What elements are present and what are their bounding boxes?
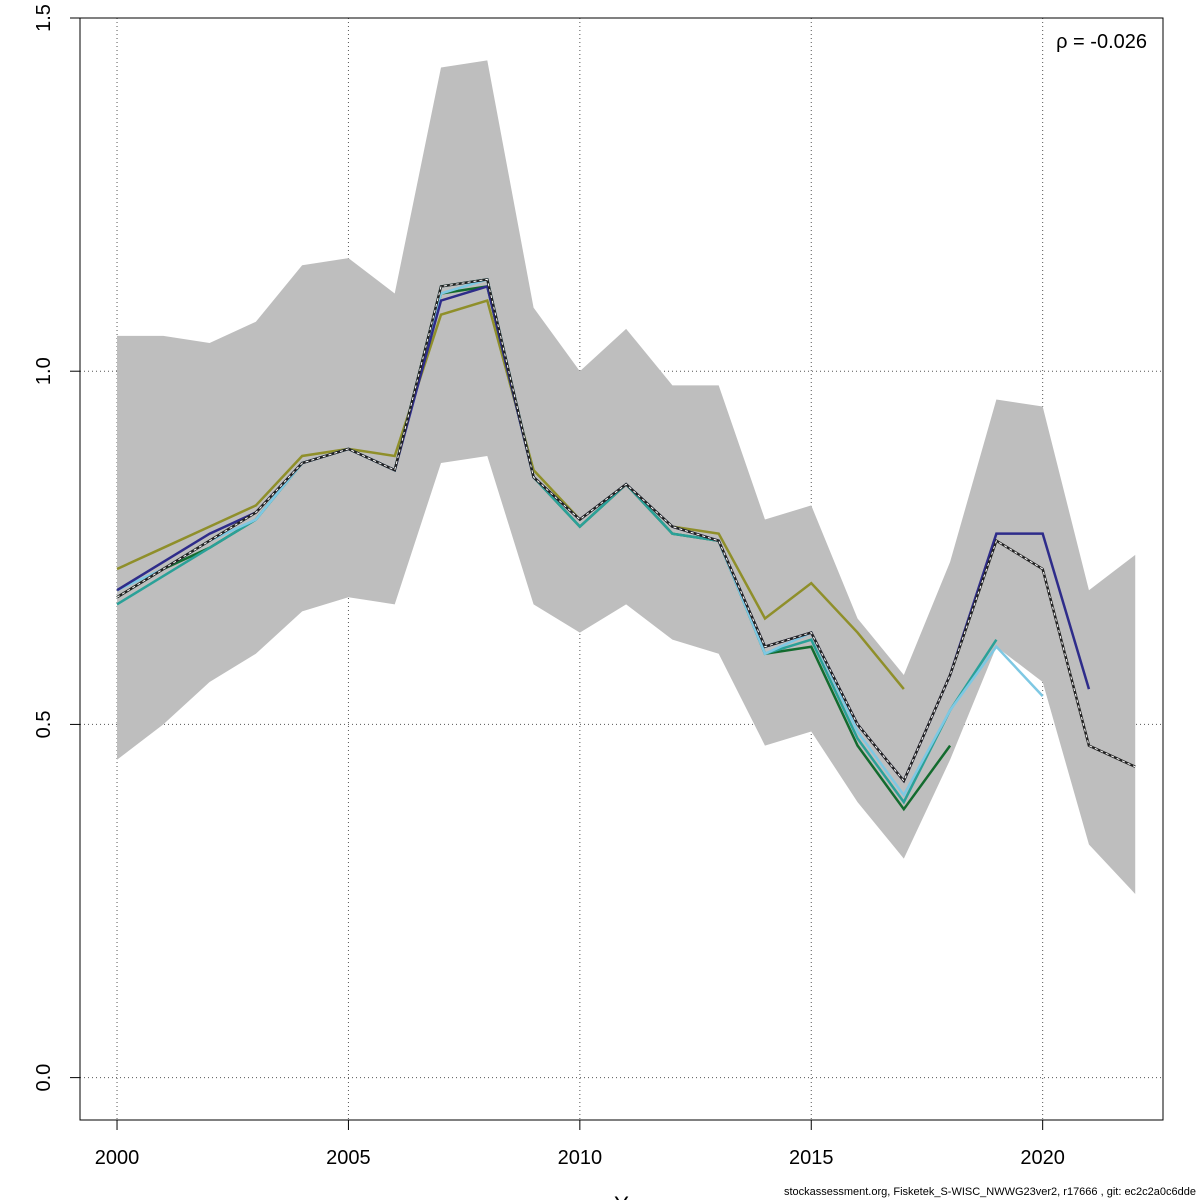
y-axis: 0.0 0.5 1.0 1.5 (33, 4, 81, 1092)
x-axis-label: Y (614, 1192, 629, 1200)
x-tick-label-2005: 2005 (326, 1147, 371, 1169)
x-tick-label-2010: 2010 (558, 1147, 603, 1169)
confidence-band (117, 60, 1136, 894)
y-tick-label-1.0: 1.0 (33, 357, 55, 385)
footer-credit: stockassessment.org, Fisketek_S-WISC_NWW… (783, 1186, 1196, 1198)
series-layer (116, 277, 1136, 812)
y-tick-label-1.5: 1.5 (33, 4, 55, 32)
x-tick-label-2000: 2000 (95, 1147, 140, 1169)
series-line-base-dash (116, 278, 1136, 782)
confidence-band-layer (117, 60, 1136, 894)
x-tick-label-2020: 2020 (1020, 1147, 1065, 1169)
rho-annotation: ρ = -0.026 (1056, 31, 1147, 53)
x-axis: 2000 2005 2010 2015 2020 (95, 1119, 1065, 1169)
y-tick-label-0.0: 0.0 (33, 1064, 55, 1092)
y-tick-label-0.5: 0.5 (33, 711, 55, 739)
x-tick-label-2015: 2015 (789, 1147, 834, 1169)
